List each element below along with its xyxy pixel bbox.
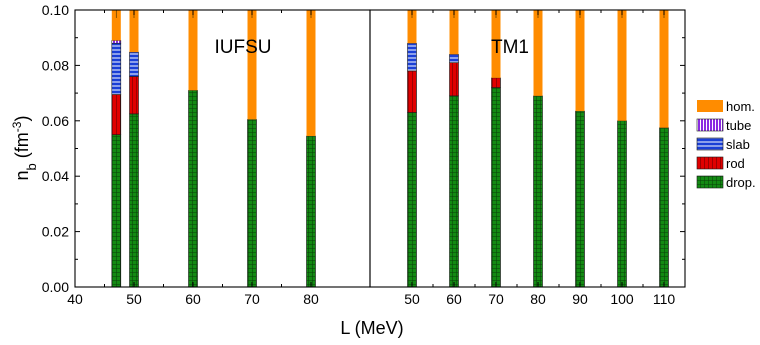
panel-label: TM1 [491,37,529,58]
bar-segment-tube [111,40,122,44]
x-tick-label: 40 [67,291,83,307]
y-tick-label: 0.02 [42,224,69,240]
bar-segment-hom [306,10,316,137]
legend-label-tube: tube [726,118,751,133]
bar-segment-drop [111,134,122,288]
bar-segment-rod [407,70,417,113]
legend-label-rod: rod [726,156,745,171]
bar-segment-drop [575,110,585,288]
x-tick-label: 100 [610,291,634,307]
x-tick-label: 80 [530,291,546,307]
legend-label-slab: slab [726,137,750,152]
bar-segment-slab [129,51,139,77]
bar-segment-drop [491,87,501,288]
bar-segment-hom [491,10,501,78]
bar-segment-drop [449,95,459,288]
y-tick-label: 0.10 [42,2,69,18]
labels-layer: 40 50 60 70 80 IUFSU 50 60 70 80 90 100 110 TM1 0.00 0.… [10,2,675,338]
bar-segment-hom [659,10,669,128]
bar-segment-slab [449,54,459,63]
x-tick-label: 60 [185,291,201,307]
x-tick-label: 80 [303,291,319,307]
bar-segment-drop [306,135,316,288]
x-tick-label: 50 [126,291,142,307]
y-axis-title: nb (fm-3) [10,116,39,181]
bar-segment-hom [111,10,121,41]
bar-segment-drop [129,113,139,288]
legend-swatch-hom [697,100,723,112]
bar-segment-hom [617,10,627,121]
bar-segment-slab [111,42,122,95]
bar-segment-hom [407,10,417,44]
legend-label-drop: drop. [726,175,756,190]
bar-segment-drop [533,95,543,288]
x-axis-title: L (MeV) [340,318,403,338]
x-tick-label: 90 [572,291,588,307]
bar-segment-rod [129,76,139,115]
bar-segment-hom [247,10,257,120]
panel-label: IUFSU [215,37,272,58]
bar-segment-drop [617,120,627,288]
x-tick-label: 110 [653,291,676,307]
bar-segment-slab [407,42,417,72]
bar-segment-hom [188,10,198,91]
y-tick-label: 0.04 [42,168,69,184]
legend-swatch-drop [696,175,724,189]
bar-segment-hom [575,10,585,112]
axes-layer [74,9,686,288]
x-tick-label: 60 [446,291,462,307]
legend-swatch-slab [696,137,724,151]
bar-segment-drop [188,90,198,288]
legend: hom. tube slab rod drop. [696,99,756,190]
bar-segment-hom [129,10,139,53]
bar-segment-rod [449,62,459,97]
bars-layer [111,10,669,288]
x-tick-label: 50 [404,291,420,307]
y-tick-label: 0.08 [42,57,69,73]
y-tick-label: 0.06 [42,113,69,129]
legend-label-hom: hom. [726,99,755,114]
bar-segment-drop [659,127,669,288]
legend-swatch-tube [696,118,724,132]
bar-segment-rod [491,77,501,88]
bar-segment-hom [533,10,543,96]
bar-segment-hom [449,10,459,55]
bar-segment-rod [111,94,122,135]
y-tick-label: 0.00 [42,279,69,295]
x-tick-label: 70 [244,291,260,307]
x-tick-label: 70 [488,291,504,307]
legend-swatch-rod [696,156,724,170]
bar-segment-drop [407,112,417,288]
bar-segment-drop [247,119,257,288]
